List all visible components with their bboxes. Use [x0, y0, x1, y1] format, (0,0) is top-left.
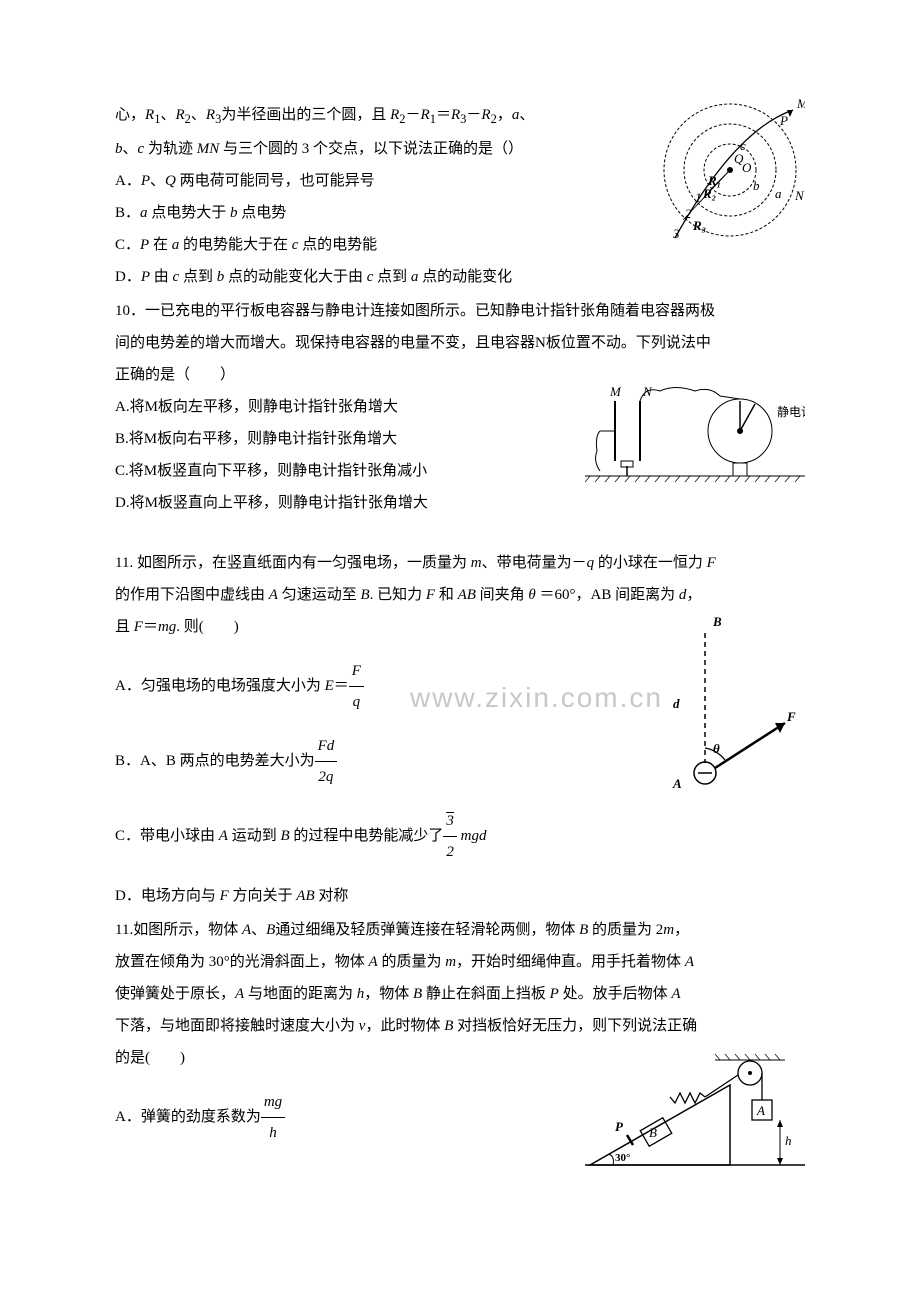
q9-figure: M N P Q O 1 2 3 R₁ R₂ R₃ a b c [635, 90, 805, 260]
q12-block: A h B P 30° 11.如图所示，物体 A、B通过细绳及轻质弹簧连接在轻滑… [115, 915, 805, 1148]
svg-text:h: h [785, 1133, 792, 1148]
svg-text:θ: θ [713, 741, 720, 756]
svg-text:M: M [609, 384, 622, 399]
svg-text:B: B [649, 1125, 657, 1140]
svg-text:1: 1 [695, 190, 702, 205]
q12-stem3: 使弹簧处于原长，A 与地面的距离为 h，物体 B 静止在斜面上挡板 P 处。放手… [115, 979, 805, 1009]
svg-text:c: c [740, 138, 746, 153]
q12-stem4: 下落，与地面即将接触时速度大小为 v，此时物体 B 对挡板恰好无压力，则下列说法… [115, 1011, 805, 1041]
svg-text:N: N [794, 188, 805, 203]
svg-text:R₂: R₂ [702, 186, 716, 201]
q12-figure: A h B P 30° [585, 1045, 805, 1175]
q11-stem2: 的作用下沿图中虚线由 A 匀速运动至 B. 已知力 F 和 AB 间夹角 θ ＝… [115, 580, 805, 610]
q12-stem2: 放置在倾角为 30°的光滑斜面上，物体 A 的质量为 m，开始时细绳伸直。用手托… [115, 947, 805, 977]
svg-text:d: d [673, 696, 680, 711]
svg-text:P: P [779, 113, 788, 128]
svg-text:静电计: 静电计 [777, 405, 805, 419]
q10-block: M N 静电计 10．一已充电的平行板电容器与静电计连接如图所示。已知静电计指针… [115, 296, 805, 518]
q10-optD: D.将M板竖直向上平移，则静电计指针张角增大 [115, 488, 805, 518]
svg-text:30°: 30° [615, 1152, 630, 1164]
q11-optC: C．带电小球由 A 运动到 B 的过程中电势能减少了32 mgd [115, 806, 805, 867]
q11-figure: B A F θ d [625, 608, 805, 798]
svg-text:M: M [796, 96, 805, 111]
svg-text:b: b [753, 178, 760, 193]
svg-text:F: F [786, 709, 796, 724]
svg-text:P: P [615, 1119, 624, 1134]
q11-optD: D．电场方向与 F 方向关于 AB 对称 [115, 881, 805, 911]
svg-text:O: O [742, 160, 752, 175]
q12-stem1: 11.如图所示，物体 A、B通过细绳及轻质弹簧连接在轻滑轮两侧，物体 B 的质量… [115, 915, 805, 945]
svg-text:A: A [672, 776, 682, 791]
q10-stem1: 10．一已充电的平行板电容器与静电计连接如图所示。已知静电计指针张角随着电容器两… [115, 296, 805, 326]
svg-text:B: B [712, 614, 722, 629]
q9-optD: D．P 由 c 点到 b 点的动能变化大于由 c 点到 a 点的动能变化 [115, 262, 805, 292]
q9-block: M N P Q O 1 2 3 R₁ R₂ R₃ a b c 心，R1、R2、R… [115, 100, 805, 292]
svg-text:a: a [775, 186, 782, 201]
q10-stem2: 间的电势差的增大而增大。现保持电容器的电量不变，且电容器N板位置不动。下列说法中 [115, 328, 805, 358]
svg-text:2: 2 [685, 206, 692, 221]
svg-text:R₃: R₃ [692, 218, 706, 233]
svg-text:N: N [642, 384, 653, 399]
svg-text:3: 3 [672, 226, 680, 241]
q11-stem1: 11. 如图所示，在竖直纸面内有一匀强电场，一质量为 m、带电荷量为－q 的小球… [115, 548, 805, 578]
q11-block: B A F θ d 11. 如图所示，在竖直纸面内有一匀强电场，一质量为 m、带… [115, 548, 805, 911]
q10-figure: M N 静电计 [585, 376, 805, 486]
svg-text:A: A [756, 1103, 765, 1118]
